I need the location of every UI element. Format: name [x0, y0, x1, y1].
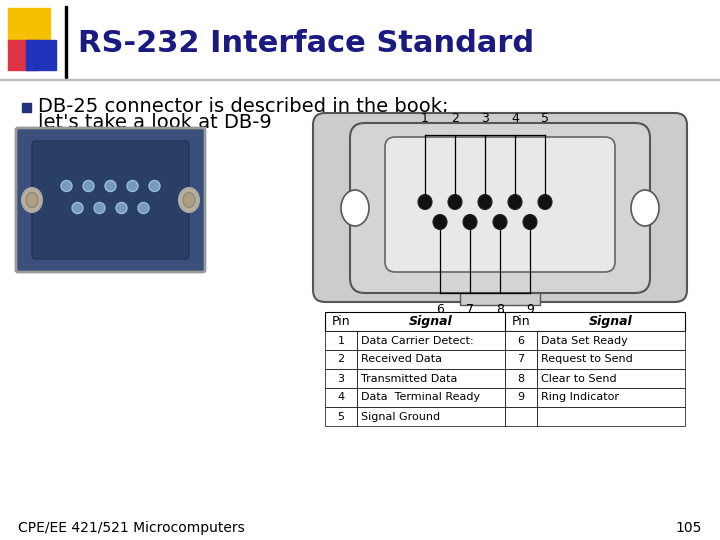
Text: 8: 8 [518, 374, 525, 383]
Text: RS-232 Interface Standard: RS-232 Interface Standard [78, 29, 534, 57]
Text: 1: 1 [338, 335, 344, 346]
Text: 4: 4 [338, 393, 345, 402]
Text: Request to Send: Request to Send [541, 354, 633, 364]
Ellipse shape [61, 180, 72, 192]
Ellipse shape [22, 188, 42, 212]
Text: 6: 6 [518, 335, 524, 346]
Ellipse shape [149, 180, 160, 192]
Text: 9: 9 [526, 303, 534, 316]
Text: 3: 3 [481, 112, 489, 125]
Bar [505, 369, 537, 388]
Ellipse shape [631, 190, 659, 226]
Bar [505, 388, 537, 407]
Text: 8: 8 [496, 303, 504, 316]
Bar [537, 331, 685, 350]
Bar [505, 407, 537, 426]
Text: Signal Ground: Signal Ground [361, 411, 440, 422]
Bar [0, 78, 720, 80]
Text: 3: 3 [338, 374, 344, 383]
Text: Pin: Pin [512, 315, 531, 328]
Bar [357, 388, 505, 407]
Bar [460, 285, 540, 305]
Text: DB-25 connector is described in the book;: DB-25 connector is described in the book… [38, 98, 449, 117]
FancyBboxPatch shape [313, 113, 687, 302]
Ellipse shape [72, 202, 83, 213]
Text: 9: 9 [518, 393, 525, 402]
Text: Clear to Send: Clear to Send [541, 374, 616, 383]
Ellipse shape [116, 202, 127, 213]
Ellipse shape [183, 192, 195, 207]
Bar [65, 6, 66, 78]
Ellipse shape [341, 190, 369, 226]
Text: 1: 1 [421, 112, 429, 125]
Bar [357, 369, 505, 388]
Ellipse shape [26, 192, 38, 207]
Bar [22, 103, 31, 112]
Bar [8, 40, 38, 70]
Text: Data  Terminal Ready: Data Terminal Ready [361, 393, 480, 402]
Text: 7: 7 [466, 303, 474, 316]
Text: Transmitted Data: Transmitted Data [361, 374, 457, 383]
Bar [26, 40, 56, 70]
Text: 2: 2 [338, 354, 345, 364]
Bar [505, 331, 537, 350]
Bar [505, 350, 537, 369]
Text: 2: 2 [451, 112, 459, 125]
Text: 7: 7 [518, 354, 525, 364]
Ellipse shape [138, 202, 149, 213]
Text: CPE/EE 421/521 Microcomputers: CPE/EE 421/521 Microcomputers [18, 521, 245, 535]
Ellipse shape [493, 214, 507, 230]
Text: Pin: Pin [332, 315, 351, 328]
FancyBboxPatch shape [32, 141, 189, 259]
Bar [357, 350, 505, 369]
Ellipse shape [94, 202, 105, 213]
Ellipse shape [523, 214, 537, 230]
Text: Data Carrier Detect:: Data Carrier Detect: [361, 335, 474, 346]
Text: let's take a look at DB-9: let's take a look at DB-9 [38, 112, 271, 132]
Ellipse shape [463, 214, 477, 230]
Bar [537, 388, 685, 407]
FancyBboxPatch shape [385, 137, 615, 272]
Bar [325, 312, 685, 331]
Text: Signal: Signal [589, 315, 633, 328]
Text: Signal: Signal [409, 315, 453, 328]
Text: Ring Indicator: Ring Indicator [541, 393, 619, 402]
Bar [325, 331, 357, 350]
Bar [357, 407, 505, 426]
Bar [325, 407, 357, 426]
Text: 6: 6 [436, 303, 444, 316]
Bar [357, 331, 505, 350]
Bar [8, 8, 50, 48]
Ellipse shape [179, 188, 199, 212]
Bar [537, 350, 685, 369]
FancyBboxPatch shape [350, 123, 650, 293]
Bar [325, 369, 357, 388]
Bar [537, 369, 685, 388]
Text: 4: 4 [511, 112, 519, 125]
Ellipse shape [83, 180, 94, 192]
Text: 105: 105 [675, 521, 702, 535]
Ellipse shape [478, 194, 492, 210]
Ellipse shape [418, 194, 432, 210]
Bar [325, 350, 357, 369]
Text: Data Set Ready: Data Set Ready [541, 335, 628, 346]
Text: 5: 5 [338, 411, 344, 422]
Ellipse shape [127, 180, 138, 192]
Ellipse shape [508, 194, 522, 210]
Ellipse shape [538, 194, 552, 210]
Text: Received Data: Received Data [361, 354, 442, 364]
Bar [325, 388, 357, 407]
FancyBboxPatch shape [16, 128, 205, 272]
Ellipse shape [448, 194, 462, 210]
Bar [537, 407, 685, 426]
Text: 5: 5 [541, 112, 549, 125]
Ellipse shape [433, 214, 447, 230]
Ellipse shape [105, 180, 116, 192]
